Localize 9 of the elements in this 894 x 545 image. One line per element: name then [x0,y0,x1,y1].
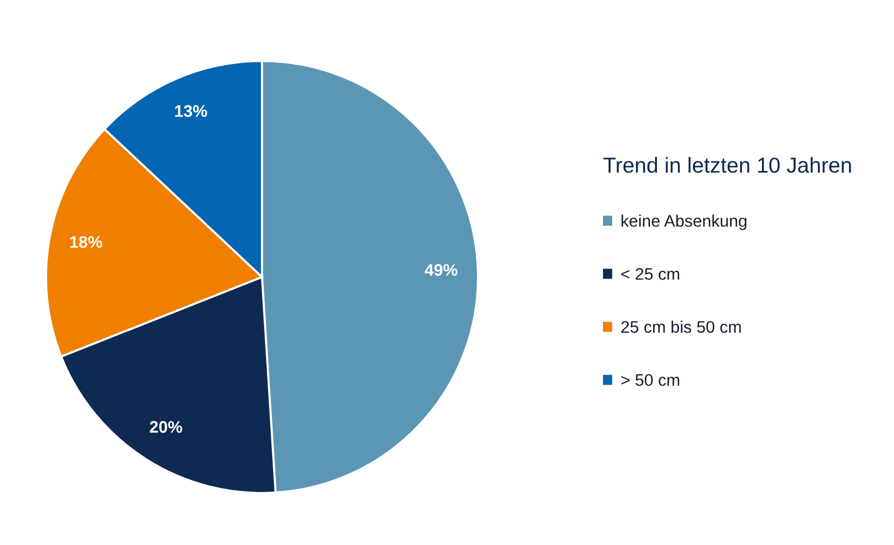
data-label: 13% [175,105,208,117]
legend-label: 25 cm bis 50 cm [621,320,741,333]
data-label: 18% [70,236,102,248]
data-label: 20% [150,421,182,433]
legend-title: Trend in letzten 10 Jahren [603,157,851,173]
data-label: 49% [424,264,458,276]
legend-label: keine Absenkung [622,214,746,230]
legend-label: > 50 cm [621,374,680,386]
legend-label: < 25 cm [621,268,680,280]
